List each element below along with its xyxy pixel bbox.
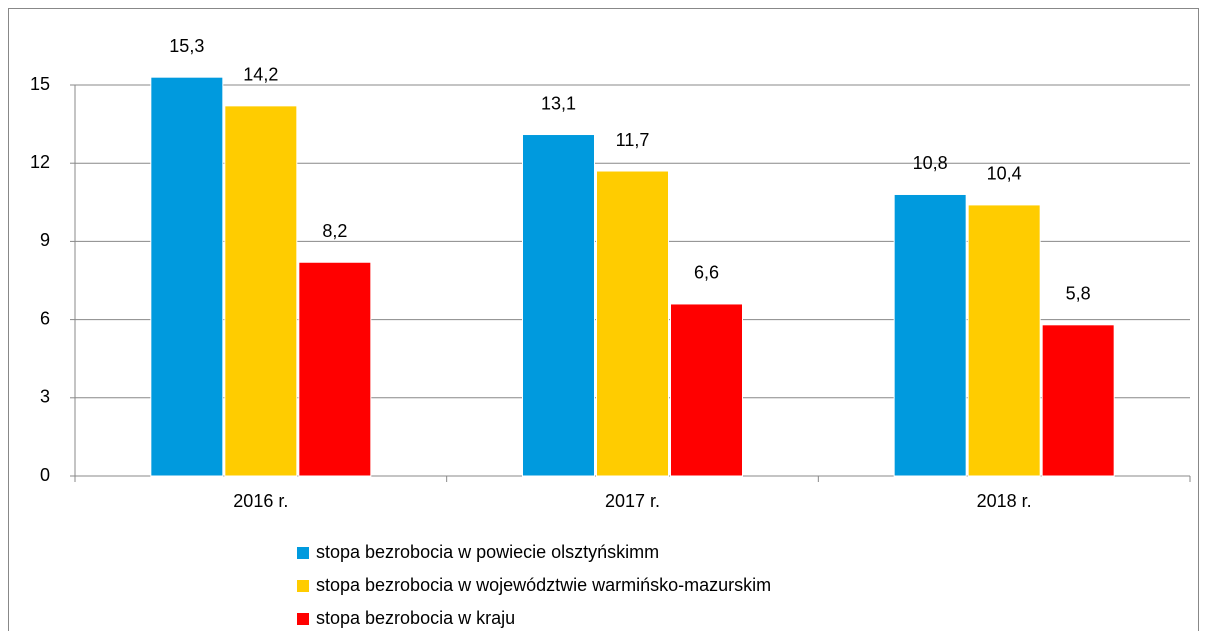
legend-swatch [297,547,309,559]
chart-border [8,8,1199,631]
y-tick-label: 0 [40,465,50,485]
bar [596,170,669,477]
bar [893,193,967,477]
y-tick-label: 3 [40,387,50,407]
bar [224,105,298,477]
y-tick-label: 9 [40,230,50,250]
value-label: 11,7 [616,130,650,150]
bar [1041,324,1115,477]
legend-swatch [297,613,309,625]
bar [298,261,372,477]
bar [670,303,743,477]
y-tick-label: 6 [40,308,50,328]
value-label: 8,2 [322,221,347,241]
legend-swatch [297,580,309,592]
x-tick-label: 2018 r. [977,491,1032,511]
y-tick-label: 12 [30,152,50,172]
bar [150,76,224,477]
value-label: 5,8 [1066,284,1091,304]
value-label: 10,4 [987,164,1022,184]
value-label: 15,3 [169,36,204,56]
legend-label: stopa bezrobocia w województwie warmińsk… [316,575,771,595]
value-label: 6,6 [694,263,719,283]
x-tick-label: 2016 r. [233,491,288,511]
y-tick-label: 15 [30,74,50,94]
legend-label: stopa bezrobocia w kraju [316,608,515,628]
bar [522,134,595,477]
value-label: 10,8 [913,153,948,173]
value-label: 14,2 [243,65,278,85]
x-tick-label: 2017 r. [605,491,660,511]
legend-label: stopa bezrobocia w powiecie olsztyńskimm [316,542,659,562]
bar [967,204,1041,477]
value-label: 13,1 [541,93,576,113]
